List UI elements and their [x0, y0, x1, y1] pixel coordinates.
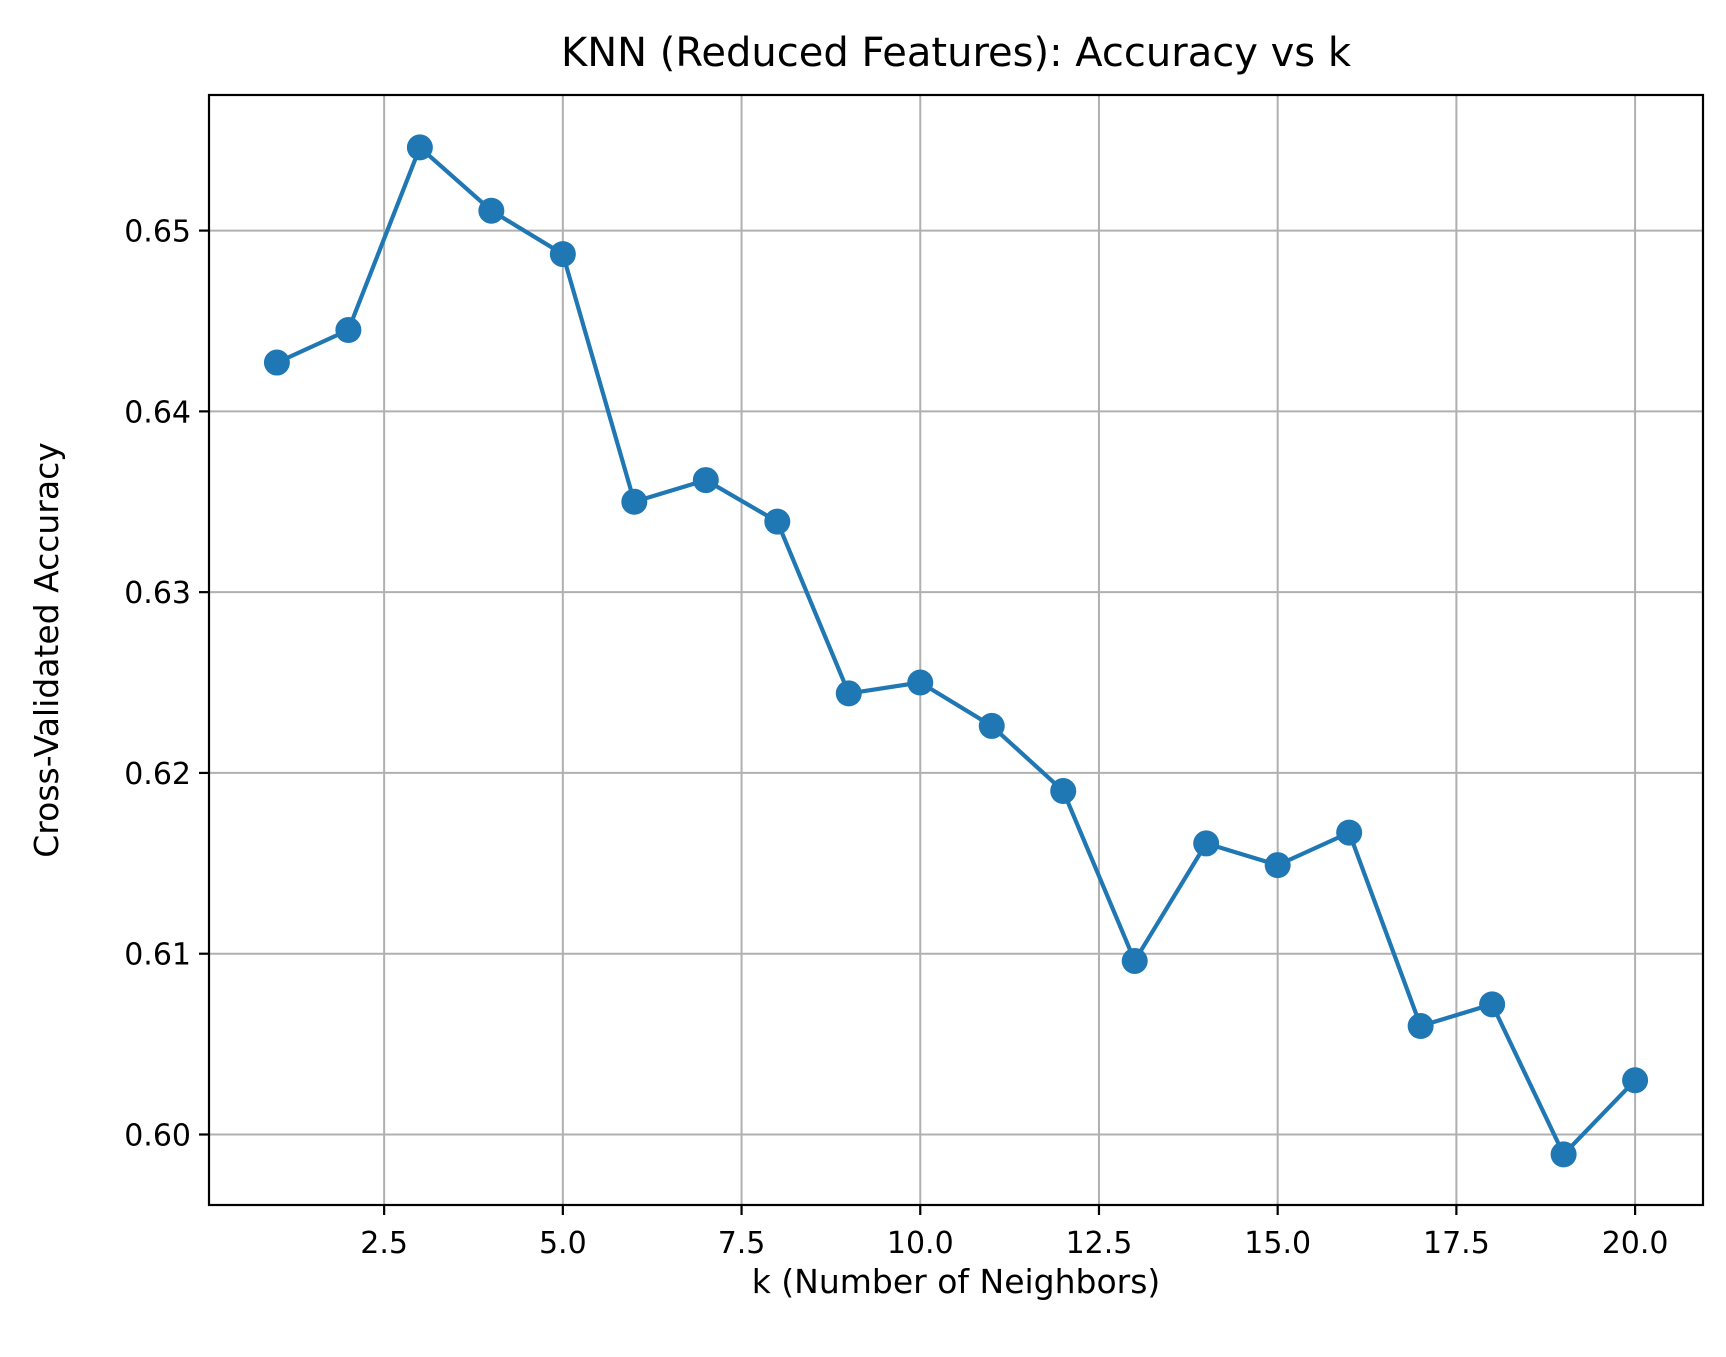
- x-tick-label: 15.0: [1244, 1226, 1311, 1261]
- y-tick-label: 0.65: [124, 215, 191, 250]
- x-axis-ticks: 2.5 5.0 7.5 10.0 12.5 15.0 17.5 20.0: [360, 1205, 1668, 1261]
- y-axis-ticks: 0.60 0.61 0.62 0.63 0.64 0.65: [124, 215, 209, 1153]
- x-axis-label: k (Number of Neighbors): [752, 1262, 1161, 1301]
- data-point: [1193, 830, 1220, 857]
- x-tick-label: 5.0: [539, 1226, 587, 1261]
- data-point: [1050, 778, 1077, 805]
- data-point: [1336, 819, 1363, 846]
- x-tick-label: 12.5: [1066, 1226, 1133, 1261]
- data-point: [1479, 991, 1506, 1018]
- series-markers: [263, 134, 1649, 1168]
- axes-frame: [207, 93, 1705, 1207]
- series-line-layer: [276, 145, 1637, 1157]
- data-point: [263, 349, 290, 376]
- data-point: [835, 680, 862, 707]
- y-tick-label: 0.60: [124, 1118, 191, 1153]
- x-tick-label: 20.0: [1602, 1226, 1669, 1261]
- data-point: [978, 712, 1005, 739]
- data-point: [692, 467, 719, 494]
- x-tick-label: 10.0: [887, 1226, 954, 1261]
- x-tick-label: 2.5: [360, 1226, 408, 1261]
- data-point: [1550, 1141, 1577, 1168]
- x-tick-label: 7.5: [718, 1226, 766, 1261]
- y-tick-label: 0.62: [124, 757, 191, 792]
- chart-title: KNN (Reduced Features): Accuracy vs k: [561, 30, 1352, 76]
- data-point: [1622, 1067, 1649, 1094]
- data-point: [907, 669, 934, 696]
- data-point: [764, 508, 791, 535]
- y-tick-label: 0.63: [124, 576, 191, 611]
- data-point: [406, 134, 433, 161]
- data-point: [1407, 1013, 1434, 1040]
- x-tick-label: 17.5: [1423, 1226, 1490, 1261]
- data-point: [1264, 852, 1291, 879]
- data-point: [478, 197, 505, 224]
- data-point: [621, 488, 648, 515]
- y-tick-label: 0.61: [124, 938, 191, 973]
- y-tick-label: 0.64: [124, 395, 191, 430]
- series-line: [276, 145, 1637, 1157]
- y-axis-label: Cross-Validated Accuracy: [27, 442, 66, 858]
- grid: [209, 95, 1703, 1205]
- data-point: [549, 241, 576, 268]
- data-point: [1121, 947, 1148, 974]
- data-point: [335, 317, 362, 344]
